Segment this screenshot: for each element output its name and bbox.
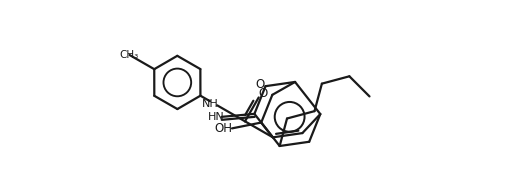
Text: O: O — [258, 87, 267, 100]
Text: CH₃: CH₃ — [119, 50, 138, 60]
Text: NH: NH — [202, 99, 219, 109]
Text: OH: OH — [214, 122, 232, 135]
Text: HN: HN — [208, 112, 224, 122]
Text: O: O — [256, 78, 265, 91]
